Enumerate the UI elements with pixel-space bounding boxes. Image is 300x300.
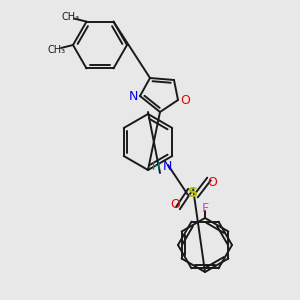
Text: N: N	[128, 89, 138, 103]
Text: N: N	[163, 160, 172, 173]
Text: S: S	[188, 186, 198, 200]
Text: O: O	[207, 176, 217, 188]
Text: O: O	[170, 199, 180, 212]
Text: O: O	[180, 94, 190, 106]
Text: CH₃: CH₃	[48, 45, 66, 55]
Text: F: F	[201, 202, 208, 214]
Text: H: H	[152, 162, 160, 172]
Text: CH₃: CH₃	[61, 12, 80, 22]
